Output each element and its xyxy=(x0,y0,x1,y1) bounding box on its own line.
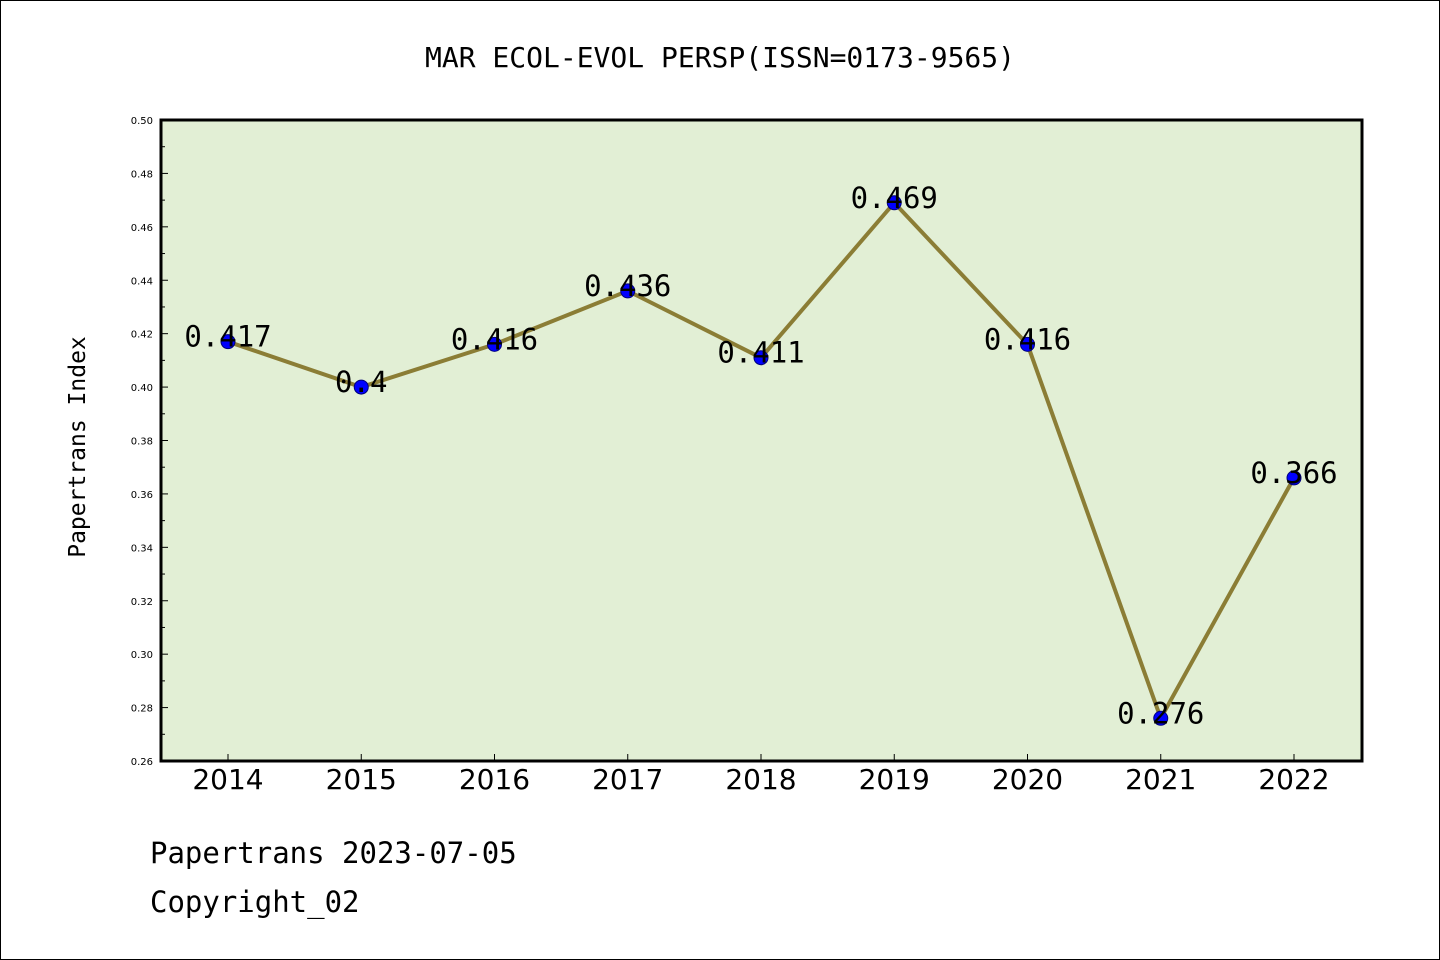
x-tick-label: 2019 xyxy=(859,763,930,796)
data-point xyxy=(353,379,369,395)
data-point xyxy=(1286,470,1302,486)
data-point xyxy=(1020,336,1035,352)
y-axis: 0.26 0.28 0.30 0.32 0.34 0.36 0.38 0.40 0.42 0.44… xyxy=(131,116,168,768)
x-axis: 2014 2015 2016 2017 2018 2019 2020 2021 2022 xyxy=(192,754,1330,796)
data-label: 0.366 xyxy=(1250,456,1337,490)
chart-title: MAR ECOL-EVOL PERSP(ISSN=0173-9565) xyxy=(425,41,1015,74)
y-tick-label: 0.40 xyxy=(131,383,153,394)
data-label: 0.416 xyxy=(451,322,538,356)
y-tick-label: 0.46 xyxy=(131,223,153,234)
data-point xyxy=(220,334,236,350)
y-axis-label: Papertrans Index xyxy=(65,336,91,558)
x-tick-label: 2016 xyxy=(459,763,530,796)
x-tick-label: 2022 xyxy=(1258,763,1329,796)
y-tick-label: 0.28 xyxy=(131,704,153,715)
x-tick-label: 2021 xyxy=(1125,763,1196,796)
data-label: 0.4 xyxy=(335,365,387,399)
footer-source-date: Papertrans 2023-07-05 xyxy=(150,836,517,870)
y-tick-label: 0.34 xyxy=(131,543,153,554)
data-point xyxy=(1153,710,1169,726)
data-label: 0.276 xyxy=(1117,696,1204,730)
data-label: 0.469 xyxy=(851,181,938,215)
plot-area xyxy=(159,118,1364,763)
y-tick-label: 0.48 xyxy=(131,169,153,180)
data-point xyxy=(753,350,769,366)
data-label: 0.417 xyxy=(184,320,271,354)
data-point xyxy=(487,336,502,352)
y-tick-label: 0.42 xyxy=(131,330,153,341)
x-tick-label: 2014 xyxy=(192,763,263,796)
footer-copyright: Copyright_02 xyxy=(150,885,360,919)
series-papertrans-index xyxy=(220,195,1302,726)
data-point xyxy=(620,283,636,299)
y-tick-label: 0.26 xyxy=(131,757,153,768)
data-label: 0.436 xyxy=(584,269,671,303)
y-tick-label: 0.50 xyxy=(131,116,153,127)
x-tick-label: 2020 xyxy=(992,763,1063,796)
y-tick-label: 0.44 xyxy=(131,276,153,287)
data-point xyxy=(886,195,902,211)
y-tick-label: 0.32 xyxy=(131,597,153,608)
data-label: 0.416 xyxy=(984,322,1071,356)
x-tick-label: 2017 xyxy=(592,763,663,796)
data-labels: 0.417 0.4 0.416 0.436 0.411 0.469 0.416 0.276 0.… xyxy=(184,181,1337,730)
y-tick-label: 0.38 xyxy=(131,437,153,448)
y-tick-label: 0.36 xyxy=(131,490,153,501)
x-tick-label: 2015 xyxy=(326,763,397,796)
data-label: 0.411 xyxy=(717,336,804,370)
y-tick-label: 0.30 xyxy=(131,650,153,661)
x-tick-label: 2018 xyxy=(725,763,796,796)
